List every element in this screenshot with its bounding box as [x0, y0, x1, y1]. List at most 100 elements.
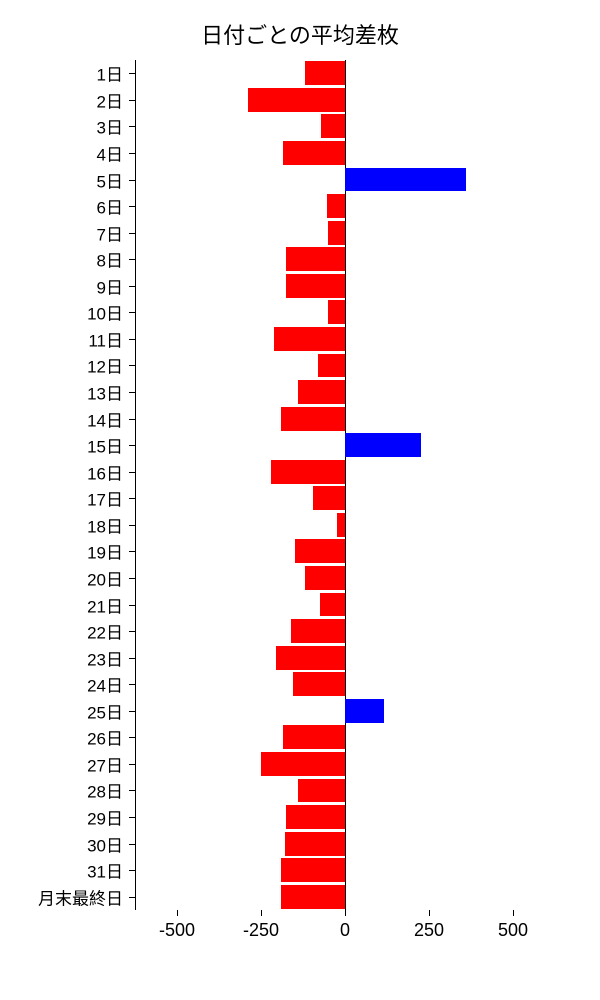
bar: [328, 300, 345, 324]
bar: [281, 407, 345, 431]
y-axis-tick: [129, 790, 135, 791]
bar: [305, 566, 345, 590]
bar: [281, 885, 345, 909]
bar-row: [135, 87, 555, 114]
bar-row: [135, 140, 555, 167]
x-axis-label: -500: [159, 920, 195, 941]
y-axis-label: 1日: [97, 61, 123, 86]
bar-row: [135, 352, 555, 379]
bar-row: [135, 299, 555, 326]
y-axis-label: 19日: [87, 539, 123, 564]
y-axis-tick: [129, 498, 135, 499]
y-axis-tick: [129, 206, 135, 207]
y-axis-label: 月末最終日: [38, 884, 123, 909]
y-axis-tick: [129, 764, 135, 765]
y-axis-tick: [129, 870, 135, 871]
bar: [261, 752, 345, 776]
bar-row: [135, 246, 555, 273]
bar: [298, 380, 345, 404]
bar: [320, 593, 345, 617]
y-axis-label: 30日: [87, 831, 123, 856]
bar: [283, 141, 345, 165]
x-axis-label: 250: [414, 920, 444, 941]
y-axis-label: 5日: [97, 167, 123, 192]
x-axis-tick: [513, 910, 514, 916]
y-axis-tick: [129, 392, 135, 393]
bar: [281, 858, 345, 882]
x-axis-tick: [177, 910, 178, 916]
bar: [286, 805, 345, 829]
y-axis-tick: [129, 312, 135, 313]
bar-row: [135, 698, 555, 725]
y-axis-tick: [129, 631, 135, 632]
bar: [293, 672, 345, 696]
bar-row: [135, 512, 555, 539]
y-axis-tick: [129, 286, 135, 287]
y-axis-label: 6日: [97, 194, 123, 219]
x-axis-label: -250: [243, 920, 279, 941]
y-axis-tick: [129, 658, 135, 659]
bar-row: [135, 193, 555, 220]
y-axis-label: 3日: [97, 114, 123, 139]
y-axis-label: 15日: [87, 433, 123, 458]
bar: [248, 88, 345, 112]
bar-row: [135, 379, 555, 406]
bar-row: [135, 219, 555, 246]
bar: [328, 221, 345, 245]
y-axis-tick: [129, 817, 135, 818]
bar-row: [135, 671, 555, 698]
bar-row: [135, 273, 555, 300]
bar-row: [135, 724, 555, 751]
y-axis-label: 13日: [87, 380, 123, 405]
y-axis-tick: [129, 339, 135, 340]
y-axis-label: 10日: [87, 300, 123, 325]
y-axis-tick: [129, 711, 135, 712]
y-axis-tick: [129, 180, 135, 181]
plot-area: 1日2日3日4日5日6日7日8日9日10日11日12日13日14日15日16日1…: [135, 60, 555, 910]
bar: [337, 513, 345, 537]
y-axis-label: 22日: [87, 619, 123, 644]
y-axis-tick: [129, 578, 135, 579]
bar: [271, 460, 345, 484]
bar: [318, 354, 345, 378]
x-axis-tick: [261, 910, 262, 916]
bar-row: [135, 538, 555, 565]
y-axis-tick: [129, 737, 135, 738]
y-axis-label: 12日: [87, 353, 123, 378]
y-axis-label: 17日: [87, 486, 123, 511]
bar: [276, 646, 345, 670]
bar: [286, 247, 345, 271]
y-axis-tick: [129, 126, 135, 127]
bar-row: [135, 830, 555, 857]
x-axis-label: 500: [498, 920, 528, 941]
chart-title: 日付ごとの平均差枚: [0, 18, 600, 50]
bar: [274, 327, 345, 351]
bar: [327, 194, 345, 218]
y-axis-label: 31日: [87, 858, 123, 883]
bar: [295, 539, 345, 563]
x-axis-tick: [429, 910, 430, 916]
bar: [291, 619, 345, 643]
bar-row: [135, 777, 555, 804]
y-axis-label: 2日: [97, 87, 123, 112]
y-axis-label: 11日: [88, 326, 123, 351]
y-axis-label: 4日: [97, 140, 123, 165]
y-axis-tick: [129, 605, 135, 606]
y-axis-tick: [129, 73, 135, 74]
y-axis-tick: [129, 153, 135, 154]
y-axis-label: 23日: [87, 645, 123, 670]
bar: [285, 832, 345, 856]
y-axis-tick: [129, 365, 135, 366]
bar-row: [135, 618, 555, 645]
y-axis-tick: [129, 897, 135, 898]
bar: [313, 486, 345, 510]
y-axis-label: 26日: [87, 725, 123, 750]
y-axis-tick: [129, 472, 135, 473]
bar-row: [135, 485, 555, 512]
bar-row: [135, 326, 555, 353]
bar: [345, 433, 421, 457]
y-axis-label: 14日: [87, 406, 123, 431]
y-axis-label: 27日: [87, 751, 123, 776]
bar: [305, 61, 345, 85]
chart-container: 日付ごとの平均差枚 1日2日3日4日5日6日7日8日9日10日11日12日13日…: [0, 0, 600, 1000]
